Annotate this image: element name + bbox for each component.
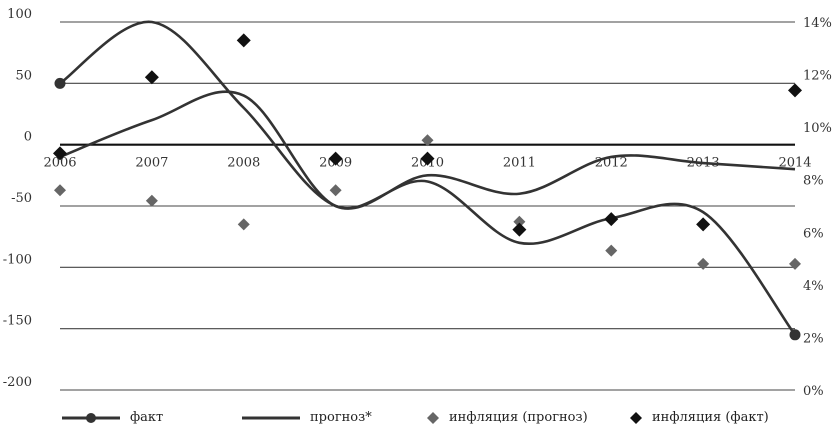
y-right-tick-label: 14%: [803, 16, 832, 31]
fact-point: [789, 329, 801, 341]
inflation-fact-point: [512, 222, 527, 237]
y-right-tick-label: 6%: [803, 226, 824, 241]
inflation-fact-point: [788, 83, 802, 98]
inflation-fact-point: [236, 33, 251, 48]
x-tick-label: 2014: [778, 156, 811, 171]
x-tick-label: 2011: [503, 156, 536, 171]
inflation-fact-point: [604, 212, 619, 227]
legend-swatch-inflation-forecast: [427, 411, 439, 424]
inflation-fact-point: [696, 217, 711, 232]
legend-item-inflation-fact: инфляция (факт): [628, 410, 769, 425]
legend-label-inflation-fact: инфляция (факт): [652, 410, 769, 425]
inflation-forecast-point: [329, 184, 342, 197]
legend-swatch-fact: [62, 412, 120, 423]
y-left-tick-label: -200: [3, 375, 32, 390]
fact-point: [54, 77, 66, 89]
legend-label-inflation-forecast: инфляция (прогноз): [449, 410, 588, 425]
inflation-forecast-point: [145, 194, 158, 207]
legend-item-fact: факт: [60, 410, 163, 425]
series-line-fact: [59, 20, 797, 336]
inflation-forecast-point: [513, 215, 526, 228]
legend-label-forecast: прогноз*: [310, 410, 372, 425]
inflation-forecast-point: [605, 244, 618, 257]
y-left-tick-label: 50: [15, 68, 32, 83]
y-right-tick-label: 2%: [803, 331, 824, 346]
y-left-tick-label: -50: [11, 191, 32, 206]
x-tick-label: 2006: [43, 156, 76, 171]
legend-item-forecast: прогноз*: [240, 410, 372, 425]
y-right-tick-label: 4%: [803, 279, 824, 294]
x-tick-label: 2007: [135, 156, 168, 171]
y-right-tick-label: 12%: [803, 69, 832, 84]
x-tick-label: 2008: [227, 156, 260, 171]
inflation-forecast-point: [421, 134, 434, 147]
legend-item-inflation-forecast: инфляция (прогноз): [425, 410, 588, 425]
y-left-tick-label: 0: [24, 130, 32, 145]
y-left-tick-label: -150: [3, 314, 32, 329]
chart: 100 50 0 -50 -100 -150 -200 14% 12% 10% 8% 6% 4% 2% 0%…: [3, 7, 832, 399]
y-right-tick-label: 8%: [803, 174, 824, 189]
y-right-tick-label: 10%: [803, 121, 832, 136]
inflation-forecast-point: [789, 257, 801, 270]
y-left-tick-label: 100: [7, 7, 32, 22]
inflation-forecast-point: [237, 218, 250, 231]
legend-swatch-inflation-fact: [630, 411, 642, 424]
inflation-forecast-point: [54, 184, 66, 197]
inflation-fact-point: [328, 151, 343, 166]
y-left-tick-label: -100: [3, 252, 32, 267]
series-line-forecast: [59, 90, 796, 210]
inflation-fact-point: [53, 146, 67, 161]
inflation-forecast-point: [697, 257, 710, 270]
inflation-fact-point: [420, 151, 435, 166]
inflation-fact-point: [144, 70, 159, 85]
legend-swatch-forecast: [242, 416, 300, 419]
legend: факт прогноз* инфляция (прогноз) инфляци…: [0, 410, 838, 436]
legend-label-fact: факт: [130, 410, 164, 425]
y-right-tick-label: 0%: [803, 384, 824, 399]
